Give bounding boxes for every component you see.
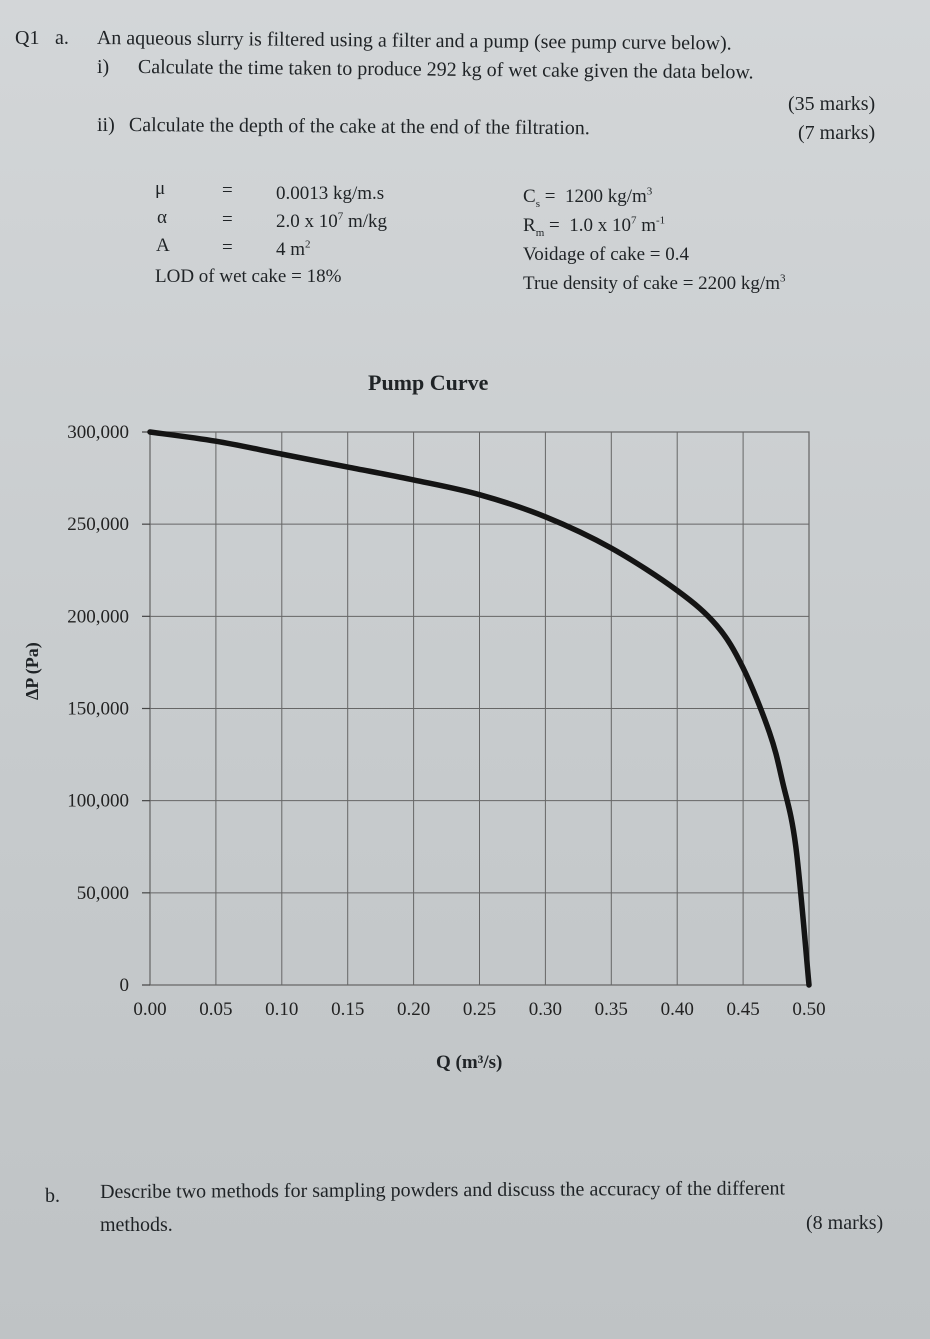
x-tick-label: 0.30 <box>529 999 562 1020</box>
x-tick-label: 0.20 <box>397 999 430 1020</box>
voidage-line: Voidage of cake = 0.4 <box>523 244 690 265</box>
part-b-line1: Describe two methods for sampling powder… <box>100 1177 786 1203</box>
y-tick-label: 150,000 <box>67 699 129 720</box>
x-tick-label: 0.35 <box>595 999 628 1020</box>
alpha-value: 2.0 x 107 m/kg <box>276 210 388 232</box>
x-tick-label: 0.40 <box>661 999 694 1020</box>
x-tick-label: 0.45 <box>726 999 759 1020</box>
x-axis-label: Q (m³/s) <box>436 1052 503 1073</box>
part-b-marks: (8 marks) <box>806 1212 884 1234</box>
x-tick-label: 0.10 <box>265 999 298 1020</box>
chart-title: Pump Curve <box>368 370 489 395</box>
y-tick-label: 0 <box>120 975 130 996</box>
alpha-symbol: α <box>157 207 167 228</box>
y-tick-label: 250,000 <box>67 514 129 535</box>
mu-value: 0.0013 kg/m.s <box>276 183 385 204</box>
x-tick-label: 0.00 <box>133 999 166 1020</box>
alpha-eq: = <box>222 209 233 230</box>
area-value: 4 m2 <box>276 238 311 260</box>
mu-eq: = <box>222 180 233 201</box>
area-eq: = <box>222 237 233 258</box>
y-tick-label: 100,000 <box>67 791 129 812</box>
area-symbol: A <box>156 235 170 256</box>
lod-line: LOD of wet cake = 18% <box>155 266 342 287</box>
chart-grid <box>142 431 810 986</box>
question-number: Q1 <box>15 27 40 49</box>
rm-line: Rm = 1.0 x 107 m-1 <box>523 214 666 239</box>
x-tick-label: 0.50 <box>792 999 825 1020</box>
y-tick-label: 300,000 <box>67 422 129 443</box>
sub-ii-marks: (7 marks) <box>798 122 876 144</box>
x-tick-labels: 0.00 0.05 0.10 0.15 0.20 0.25 0.30 0.35 0.40 0.45… <box>133 999 825 1020</box>
sub-i-marks: (35 marks) <box>788 93 876 115</box>
pump-curve-line <box>147 429 812 988</box>
cs-line: Cs = 1200 kg/m3 <box>523 185 653 210</box>
x-tick-label: 0.05 <box>199 999 232 1020</box>
x-tick-label: 0.15 <box>331 999 364 1020</box>
x-tick-label: 0.25 <box>463 999 496 1020</box>
part-b-line2: methods. <box>100 1214 173 1236</box>
part-b-label: b. <box>45 1185 60 1207</box>
sub-ii-label: ii) <box>97 114 115 136</box>
y-tick-label: 50,000 <box>77 883 129 904</box>
sub-i-label: i) <box>97 56 110 78</box>
y-tick-label: 200,000 <box>67 606 129 627</box>
part-a-label: a. <box>55 27 69 49</box>
true-density-line: True density of cake = 2200 kg/m3 <box>523 272 786 294</box>
mu-symbol: μ <box>155 178 166 199</box>
y-tick-labels: 0 50,000 100,000 150,000 200,000 250,000 300,0… <box>67 422 129 996</box>
